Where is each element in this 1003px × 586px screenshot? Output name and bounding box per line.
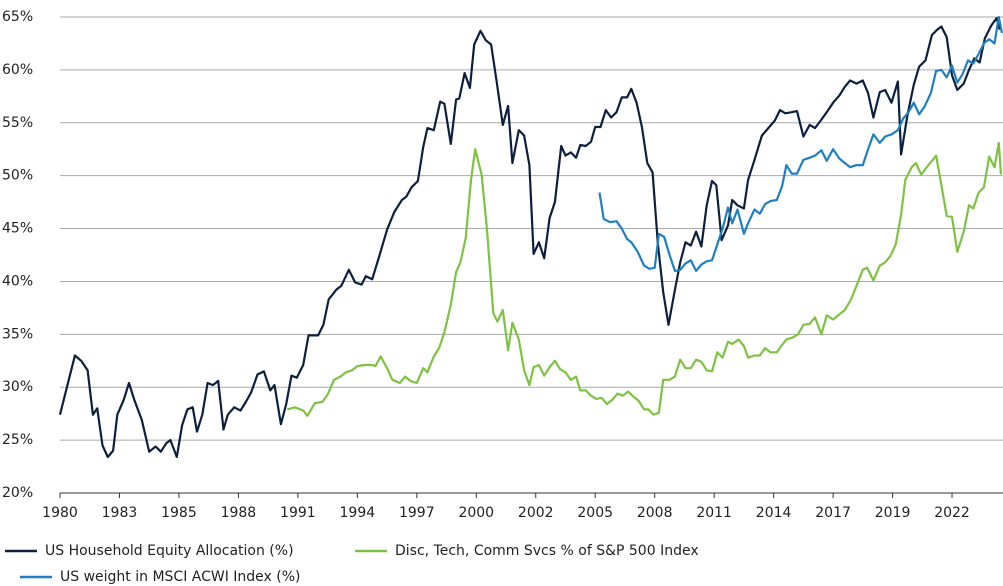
legend-label: Disc, Tech, Comm Svcs % of S&P 500 Index (395, 543, 699, 559)
y-tick-label: 50% (2, 168, 33, 184)
y-tick-label: 40% (2, 273, 33, 289)
x-tick-label: 1980 (42, 505, 78, 521)
x-tick-label: 2011 (696, 505, 732, 521)
x-tick-label: 2019 (875, 505, 911, 521)
x-tick-label: 1983 (102, 505, 138, 521)
y-tick-label: 65% (2, 9, 33, 25)
y-tick-label: 25% (2, 432, 33, 448)
y-tick-label: 45% (2, 221, 33, 237)
x-tick-label: 2000 (458, 505, 494, 521)
y-tick-label: 35% (2, 326, 33, 342)
x-tick-label: 2017 (815, 505, 851, 521)
series-line (58, 17, 1001, 459)
x-tick-label: 1988 (221, 505, 257, 521)
y-tick-label: 30% (2, 379, 33, 395)
y-tick-label: 60% (2, 62, 33, 78)
x-tick-label: 2005 (577, 505, 613, 521)
series-line (286, 141, 1002, 417)
x-tick-label: 2002 (518, 505, 554, 521)
y-tick-label: 20% (2, 485, 33, 501)
x-tick-label: 2022 (934, 505, 970, 521)
x-tick-label: 1985 (161, 505, 197, 521)
x-tick-label: 2008 (637, 505, 673, 521)
series-line (598, 15, 1003, 272)
x-tick-label: 1997 (399, 505, 435, 521)
x-tick-label: 2014 (756, 505, 792, 521)
x-tick-label: 1994 (340, 505, 376, 521)
legend-label: US Household Equity Allocation (%) (45, 543, 294, 559)
y-tick-label: 55% (2, 115, 33, 131)
x-tick-label: 1991 (280, 505, 316, 521)
legend-label: US weight in MSCI ACWI Index (%) (60, 569, 301, 585)
